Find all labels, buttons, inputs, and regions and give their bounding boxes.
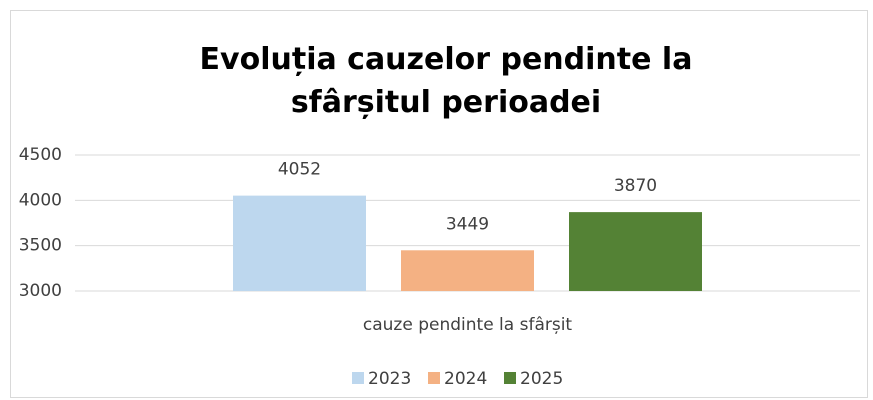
legend-label: 2025: [520, 369, 563, 389]
legend-swatch: [352, 372, 364, 384]
bar: [569, 212, 702, 291]
y-tick-label: 3500: [19, 236, 62, 256]
chart-border: [10, 10, 868, 398]
legend-label: 2023: [368, 369, 411, 389]
data-label: 3449: [446, 214, 489, 234]
y-tick-label: 4500: [19, 145, 62, 165]
x-tick-label: cauze pendinte la sfârșit: [363, 315, 573, 335]
bar: [401, 250, 534, 291]
bar: [233, 195, 366, 291]
legend-label: 2024: [444, 369, 487, 389]
chart-title: Evoluția cauzelor pendinte la sfârșitul …: [199, 42, 693, 120]
legend-swatch: [428, 372, 440, 384]
legend-swatch: [504, 372, 516, 384]
data-label: 4052: [278, 160, 321, 180]
y-tick-label: 3000: [19, 281, 62, 301]
y-tick-label: 4000: [19, 190, 62, 210]
data-label: 3870: [614, 176, 657, 196]
